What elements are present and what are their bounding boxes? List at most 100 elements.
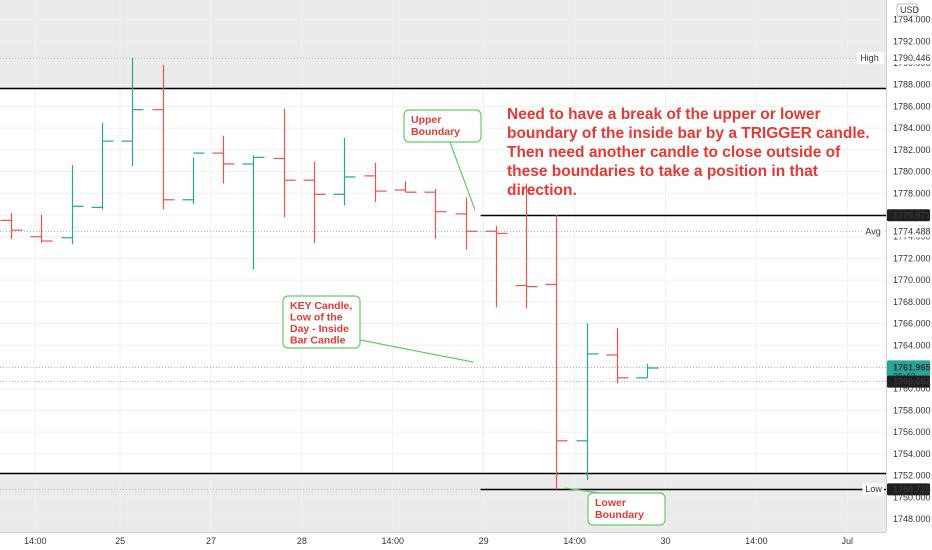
price-tick-label: 1764.000 xyxy=(893,340,931,350)
price-tick-label: 1792.000 xyxy=(893,36,931,46)
key-candle-callout-text: Day - Inside xyxy=(290,323,349,335)
ohlc-bar xyxy=(91,122,114,210)
key-candle-callout-text: Low of the xyxy=(290,312,343,324)
badge-bg xyxy=(887,52,930,65)
key-candle-callout-pointer xyxy=(359,339,474,363)
ohlc-bar xyxy=(242,155,265,270)
main-annotation-line: direction. xyxy=(507,182,577,199)
time-tick-label: 29 xyxy=(479,536,489,546)
badge-value: 1775.971 xyxy=(893,210,931,220)
ohlc-bar xyxy=(182,152,205,205)
price-tick-label: 1768.000 xyxy=(893,297,931,307)
upper-boundary-callout-text: Upper xyxy=(411,114,441,126)
lower-boundary-callout-pointer xyxy=(564,487,601,494)
ohlc-bar xyxy=(576,323,599,480)
ohlc-bar xyxy=(152,65,175,210)
price-axis[interactable]: 1748.000 1750.000 1752.000 1754.000 1756.000… xyxy=(886,0,932,550)
time-tick-label: 14:00 xyxy=(745,536,768,546)
ohlc-bar xyxy=(394,181,417,193)
badge-value: 1774.488 xyxy=(893,226,931,236)
ohlc-bar xyxy=(455,197,478,250)
time-tick-label: 25 xyxy=(115,536,125,546)
annotations: Need to have a break of the upper or low… xyxy=(282,106,870,526)
upper-boundary-callout-text: Boundary xyxy=(411,126,460,138)
badge-bg xyxy=(887,209,930,222)
ohlc-bar xyxy=(515,183,538,309)
ohlc-bar xyxy=(0,212,23,239)
chart-background xyxy=(0,0,886,532)
price-tick-label: 1788.000 xyxy=(893,80,931,90)
ohlc-bar xyxy=(485,225,508,308)
key-candle-callout-box xyxy=(282,295,361,349)
time-tick-label: 14:00 xyxy=(24,536,47,546)
lower-boundary-callout-text: Lower xyxy=(595,497,626,509)
main-annotation-line: Need to have a break of the upper or low… xyxy=(507,106,821,123)
main-annotation-line: these boundaries to take a position in t… xyxy=(507,163,818,180)
price-tick-label: 1748.000 xyxy=(893,514,931,524)
badge-bg xyxy=(887,483,930,496)
price-tick-label: 1780.000 xyxy=(893,167,931,177)
price-tick-label: 1760.000 xyxy=(893,384,931,394)
badge-bg xyxy=(887,225,930,238)
key-candle-callout-text: Bar Candle xyxy=(290,335,346,347)
badge-label-bg xyxy=(862,225,884,238)
price-badge: 1750.725 xyxy=(887,483,931,496)
price-tick-label: 1782.000 xyxy=(893,145,931,155)
price-axis-bg xyxy=(886,0,932,550)
ohlc-bar xyxy=(636,363,659,379)
time-tick-label: 14:00 xyxy=(382,536,405,546)
price-tick-label: 1758.000 xyxy=(893,405,931,415)
time-tick-label: Jul xyxy=(842,536,854,546)
upper-boundary-callout-pointer xyxy=(449,141,476,211)
ohlc-bar xyxy=(424,188,447,239)
price-badge: High 1790.446 xyxy=(857,52,931,65)
price-badge: 1760.652 xyxy=(887,375,931,388)
ohlc-bar xyxy=(121,57,144,167)
price-tick-label: 1784.000 xyxy=(893,123,931,133)
price-tick-label: 1752.000 xyxy=(893,471,931,481)
badge-value: 1750.725 xyxy=(893,484,931,494)
price-tick-label: 1770.000 xyxy=(893,275,931,285)
ohlc-bar xyxy=(212,135,235,184)
time-tick-label: 30 xyxy=(660,536,670,546)
price-badge: 1775.971 xyxy=(887,209,931,222)
lower-boundary-callout-text: Boundary xyxy=(595,509,644,521)
time-tick-label: 27 xyxy=(206,536,216,546)
main-annotation-line: boundary of the inside bar by a TRIGGER … xyxy=(507,125,870,142)
time-axis-bg xyxy=(0,532,932,550)
badge-label: Low xyxy=(865,484,882,494)
price-bars xyxy=(0,57,659,490)
time-tick-label: 28 xyxy=(297,536,307,546)
price-badges: High1790.4461775.971Avg1774.4881761.9652… xyxy=(857,52,931,496)
price-tick-label: 1794.000 xyxy=(893,15,931,25)
ohlc-bar xyxy=(273,108,296,218)
badge-label-bg xyxy=(857,52,884,65)
price-tick-label: 1766.000 xyxy=(893,319,931,329)
price-tick-label: 1756.000 xyxy=(893,427,931,437)
ohlc-bar xyxy=(545,214,568,490)
price-badge: Avg 1774.488 xyxy=(862,225,931,238)
time-tick-label: 14:00 xyxy=(563,536,586,546)
price-tick-label: 1772.000 xyxy=(893,253,931,263)
currency-tag[interactable] xyxy=(896,3,918,17)
badge-label: Avg xyxy=(865,226,880,236)
key-candle-callout-text: KEY Candle, xyxy=(290,300,352,312)
upper-boundary-callout-box xyxy=(403,109,482,143)
price-tick-label: 1754.000 xyxy=(893,449,931,459)
price-tick-label: 1750.000 xyxy=(893,492,931,502)
lower-boundary-callout-box xyxy=(587,492,666,526)
main-annotation: Need to have a break of the upper or low… xyxy=(507,106,870,199)
currency-label: USD xyxy=(900,5,920,15)
badge-value: 1760.652 xyxy=(893,377,931,387)
main-annotation-line: Then need another candle to close outsid… xyxy=(507,144,841,161)
price-tick-label: 1778.000 xyxy=(893,188,931,198)
price-tick-label: 1786.000 xyxy=(893,101,931,111)
ohlc-bar xyxy=(606,327,629,384)
ohlc-bar xyxy=(30,214,53,244)
badge-bg xyxy=(887,375,930,388)
time-axis[interactable]: 14:00 25 27 28 14:00 29 14:00 30 14:00 Jul xyxy=(0,532,932,550)
